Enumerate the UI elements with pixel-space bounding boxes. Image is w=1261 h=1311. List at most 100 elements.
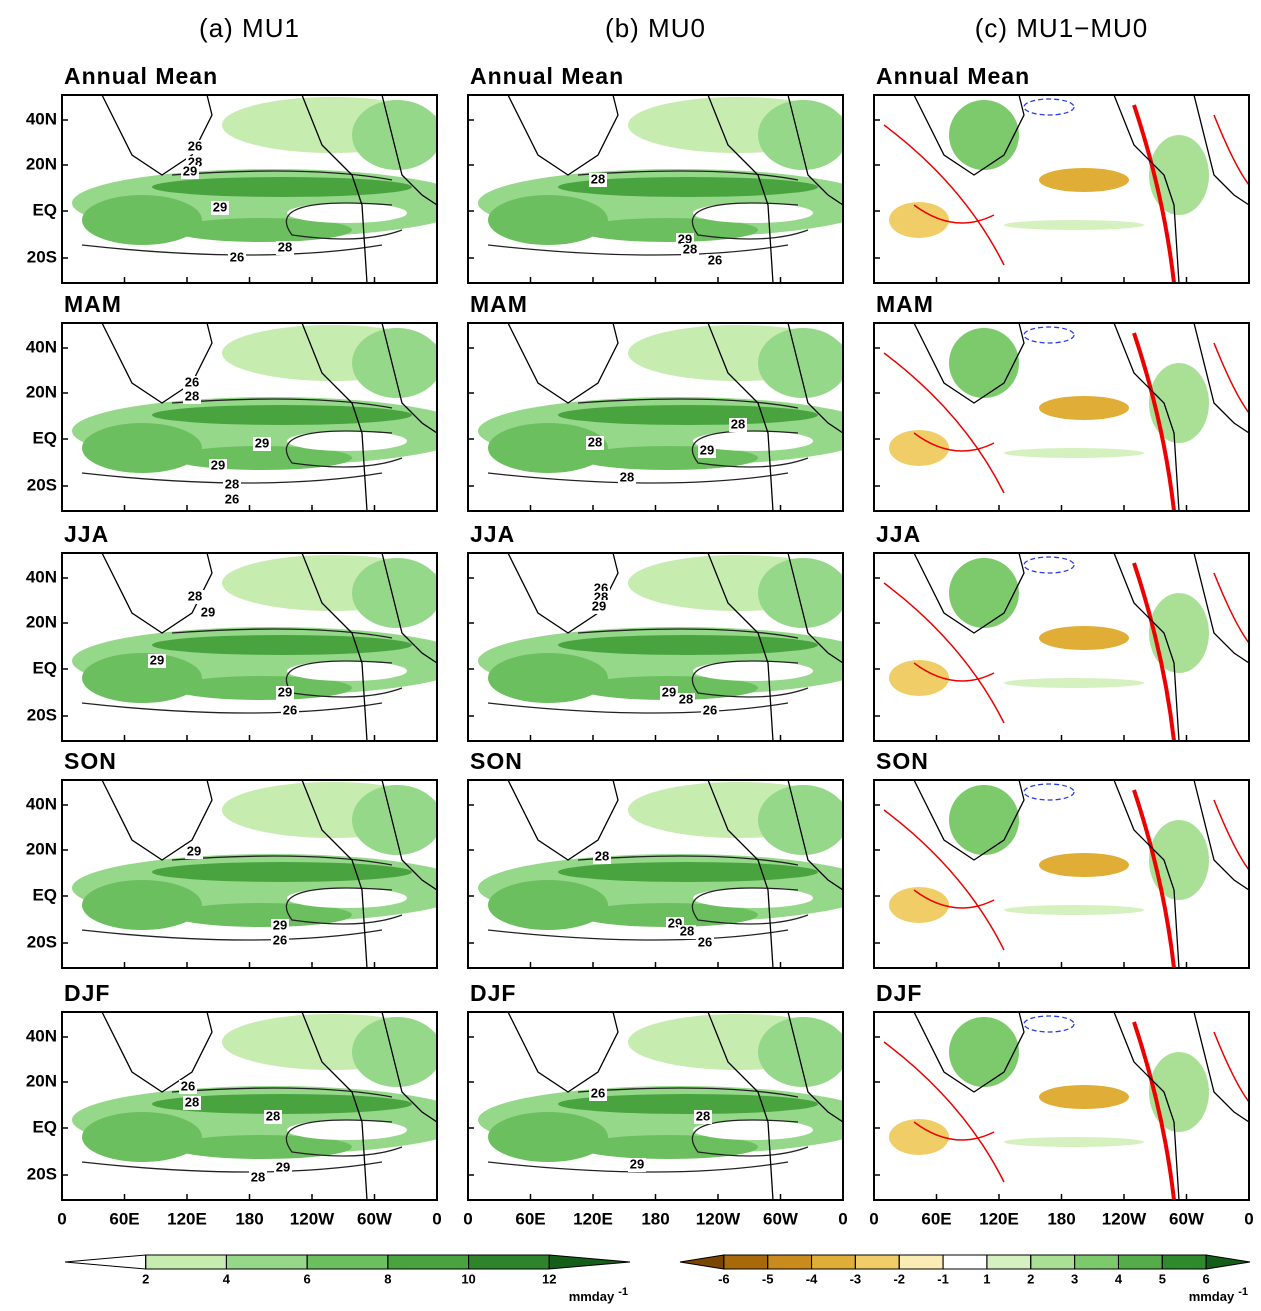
coastline [1113,553,1180,741]
map-panel [467,94,844,284]
colorbar-tick-label: 6 [304,1271,311,1286]
dry-core [287,1120,407,1140]
diff-neg [889,202,949,238]
contour-label: 29 [678,231,692,246]
y-tick-label: 20S [27,1164,57,1183]
diff-pos [1149,135,1209,215]
coastline [707,95,774,283]
rain-io [488,423,608,473]
rain-band [558,177,818,197]
rain-band [558,635,818,655]
map-field [62,323,437,511]
contour-label-bg [589,173,607,187]
x-tick-label: 0 [463,1209,472,1228]
panel-label: MAM [876,291,934,317]
y-tick-label: 40N [26,567,57,586]
colorbar-end [548,1254,631,1270]
map-field [468,323,843,511]
diff-contour [1213,342,1249,414]
map-panel [467,322,844,512]
rain-band [152,177,412,197]
contour-label: 26 [283,702,297,717]
diff-contour [913,662,995,682]
contour-label: 29 [211,457,225,472]
sst-contour [487,244,789,256]
map-panel [873,322,1250,512]
contour-label-bg [729,418,747,432]
diff-neg [1039,396,1129,420]
diff-pos [1004,678,1144,688]
contour-label: 29 [183,163,197,178]
colorbar-segment [225,1254,308,1270]
sst-contour [285,887,403,925]
coastline [1193,780,1249,891]
x-tick-label: 60W [357,1209,393,1228]
contour-label-bg [274,1161,292,1175]
coastline [381,95,437,206]
sst-contour [81,472,383,484]
rain-band [172,1135,352,1159]
rain-band [558,405,818,425]
colorbar-unit: mmday -1 [1189,1286,1248,1305]
contour-label: 28 [696,1108,710,1123]
x-tick-label: 180 [235,1209,263,1228]
rain-atl [758,785,843,855]
dry-core [693,661,813,681]
diff-neg-contour [1023,98,1075,116]
contour-label-bg [199,606,217,620]
y-tick-label: 40N [26,337,57,356]
sst-contour [691,1119,809,1157]
map-panel [61,552,438,742]
map-panel [467,1011,844,1201]
contour-label-bg [698,444,716,458]
x-tick-label: 120W [1102,1209,1147,1228]
panel-label: SON [470,748,523,774]
diff-pos [1004,905,1144,915]
coastline [101,1012,213,1093]
x-tick-label: 120E [573,1209,613,1228]
colorbar-segment [387,1254,470,1270]
contour-label-bg [211,201,229,215]
diff-contour [1132,1021,1176,1200]
diff-pos [949,785,1019,855]
x-tick-label: 120W [290,1209,335,1228]
coastline [381,323,437,434]
diff-pos [1004,448,1144,458]
map-field [468,780,843,968]
sst-contour [171,170,393,181]
colorbar-tick-label: -5 [762,1271,774,1286]
contour-label: 29 [255,435,269,450]
rain-band [578,1135,758,1159]
diff-pos [1149,363,1209,443]
coastline [707,1012,774,1200]
contour-label: 29 [700,442,714,457]
contour-label-bg [677,693,695,707]
contour-label-bg [185,845,203,859]
colorbar-segment [986,1254,1032,1270]
x-tick-label: 60E [921,1209,951,1228]
diff-neg [1039,853,1129,877]
y-tick-label: 20S [27,932,57,951]
diff-pos [949,558,1019,628]
contour-label: 26 [230,249,244,264]
panel-label: SON [876,748,929,774]
x-tick-label: 60E [109,1209,139,1228]
map-panel [873,552,1250,742]
coastline [507,1012,619,1093]
rain-io [82,880,202,930]
dry-core [693,431,813,451]
coastline [101,95,213,176]
contour-label: 29 [630,1156,644,1171]
contour-label-bg [186,140,204,154]
coastline [381,780,437,891]
contour-label-bg [179,1080,197,1094]
contour-label-bg [276,686,294,700]
x-tick-label: 180 [1047,1209,1075,1228]
diff-pos [949,1017,1019,1087]
contour-label-bg [660,686,678,700]
map-field [62,1012,437,1200]
panel-label: DJF [876,980,922,1006]
contour-label: 29 [213,199,227,214]
contour-label: 26 [708,252,722,267]
y-tick-label: EQ [32,658,57,677]
